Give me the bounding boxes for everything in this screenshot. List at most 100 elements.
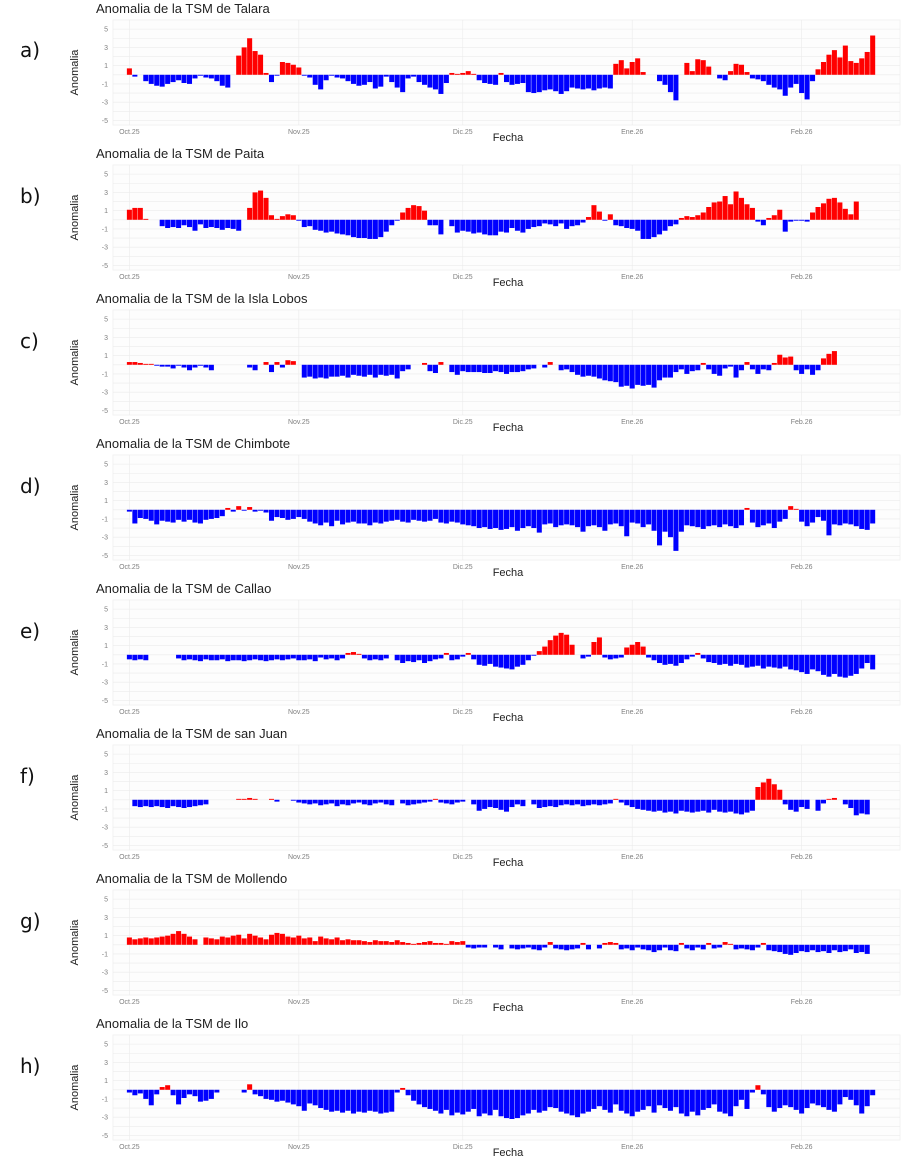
bar xyxy=(777,1089,783,1109)
bar xyxy=(695,799,701,812)
bar xyxy=(831,197,837,220)
bar xyxy=(476,509,482,529)
bar xyxy=(394,1089,400,1093)
bar xyxy=(842,45,848,75)
bar xyxy=(493,1089,499,1110)
bar xyxy=(657,364,663,381)
bar xyxy=(820,62,826,75)
bar-chart: 5 3 1 -1 -3 -5 Oct.25 Nov.25 Dic.25 Ene.26 Feb.26 F… xyxy=(69,19,901,144)
bar xyxy=(361,799,367,805)
x-tick-label: Dic.25 xyxy=(453,564,473,571)
bar xyxy=(432,798,438,800)
bar xyxy=(558,799,564,806)
bar xyxy=(192,219,198,231)
y-tick-label: -5 xyxy=(102,263,108,270)
bar xyxy=(547,799,553,807)
x-tick-label: Ene.26 xyxy=(621,419,643,426)
bar xyxy=(340,219,346,235)
bar xyxy=(749,207,755,220)
bar xyxy=(662,364,668,378)
chart-title: Anomalia de la TSM de Talara xyxy=(96,1,270,16)
y-tick-label: 1 xyxy=(104,63,108,70)
bar xyxy=(646,1089,652,1107)
bar xyxy=(268,364,275,373)
bar xyxy=(482,944,488,948)
bar xyxy=(613,798,619,800)
bar xyxy=(635,642,641,655)
bar xyxy=(580,1089,586,1114)
bar xyxy=(400,799,406,804)
bar xyxy=(219,936,225,945)
bar xyxy=(646,509,652,525)
bar xyxy=(629,509,635,523)
plot-background xyxy=(112,1034,901,1141)
bar xyxy=(356,799,362,803)
bar xyxy=(236,219,242,231)
panel-letter: f) xyxy=(20,764,35,788)
bar xyxy=(564,799,570,805)
bar xyxy=(214,509,220,518)
bar xyxy=(635,219,641,231)
bar xyxy=(296,509,302,518)
y-tick-label: -5 xyxy=(102,843,108,850)
bar xyxy=(547,942,553,945)
bar xyxy=(170,219,176,228)
x-axis-label: Fecha xyxy=(493,422,524,434)
y-tick-label: -1 xyxy=(102,81,108,88)
bar xyxy=(558,364,564,371)
bar xyxy=(728,1089,734,1117)
bar xyxy=(208,938,214,945)
y-tick-label: -3 xyxy=(102,825,108,832)
bar xyxy=(788,506,794,510)
bar xyxy=(766,654,772,667)
bar xyxy=(389,74,395,83)
bar xyxy=(443,943,449,945)
bar xyxy=(640,944,646,950)
bar xyxy=(509,654,515,670)
bar xyxy=(722,196,728,220)
chart-title: Anomalia de la TSM de la Isla Lobos xyxy=(96,291,308,306)
bar xyxy=(618,944,624,950)
bar xyxy=(788,219,794,222)
bar xyxy=(793,219,799,221)
bar xyxy=(263,509,269,513)
bar xyxy=(460,654,466,657)
bar xyxy=(744,654,750,668)
bar xyxy=(706,207,712,220)
bar xyxy=(859,509,865,529)
bar xyxy=(454,364,460,375)
bar xyxy=(378,941,384,945)
bar xyxy=(143,654,149,661)
y-tick-label: -5 xyxy=(102,553,108,560)
bar xyxy=(383,1089,389,1113)
bar xyxy=(465,71,471,75)
bar xyxy=(657,219,663,235)
bar xyxy=(132,799,138,807)
bar xyxy=(427,799,433,802)
bar xyxy=(766,364,772,371)
bar xyxy=(301,219,307,228)
bar xyxy=(667,944,673,951)
bar xyxy=(580,74,586,90)
plot-background xyxy=(112,19,901,126)
bar xyxy=(203,937,209,945)
bar xyxy=(411,509,417,520)
x-tick-label: Feb.26 xyxy=(791,709,813,716)
bar xyxy=(252,654,258,660)
bar xyxy=(356,653,362,655)
bar xyxy=(711,202,717,220)
bar xyxy=(569,799,575,806)
bar xyxy=(219,219,225,230)
bar xyxy=(771,74,777,88)
bar xyxy=(585,1089,591,1112)
bar xyxy=(738,509,745,526)
bar xyxy=(689,509,695,527)
bar xyxy=(340,799,346,805)
bar xyxy=(755,1085,761,1090)
bar xyxy=(848,214,854,220)
bar xyxy=(367,364,373,375)
bar xyxy=(585,364,591,376)
chart-title: Anomalia de la TSM de Ilo xyxy=(96,1016,249,1031)
bar xyxy=(345,1089,351,1111)
bar xyxy=(285,936,291,945)
